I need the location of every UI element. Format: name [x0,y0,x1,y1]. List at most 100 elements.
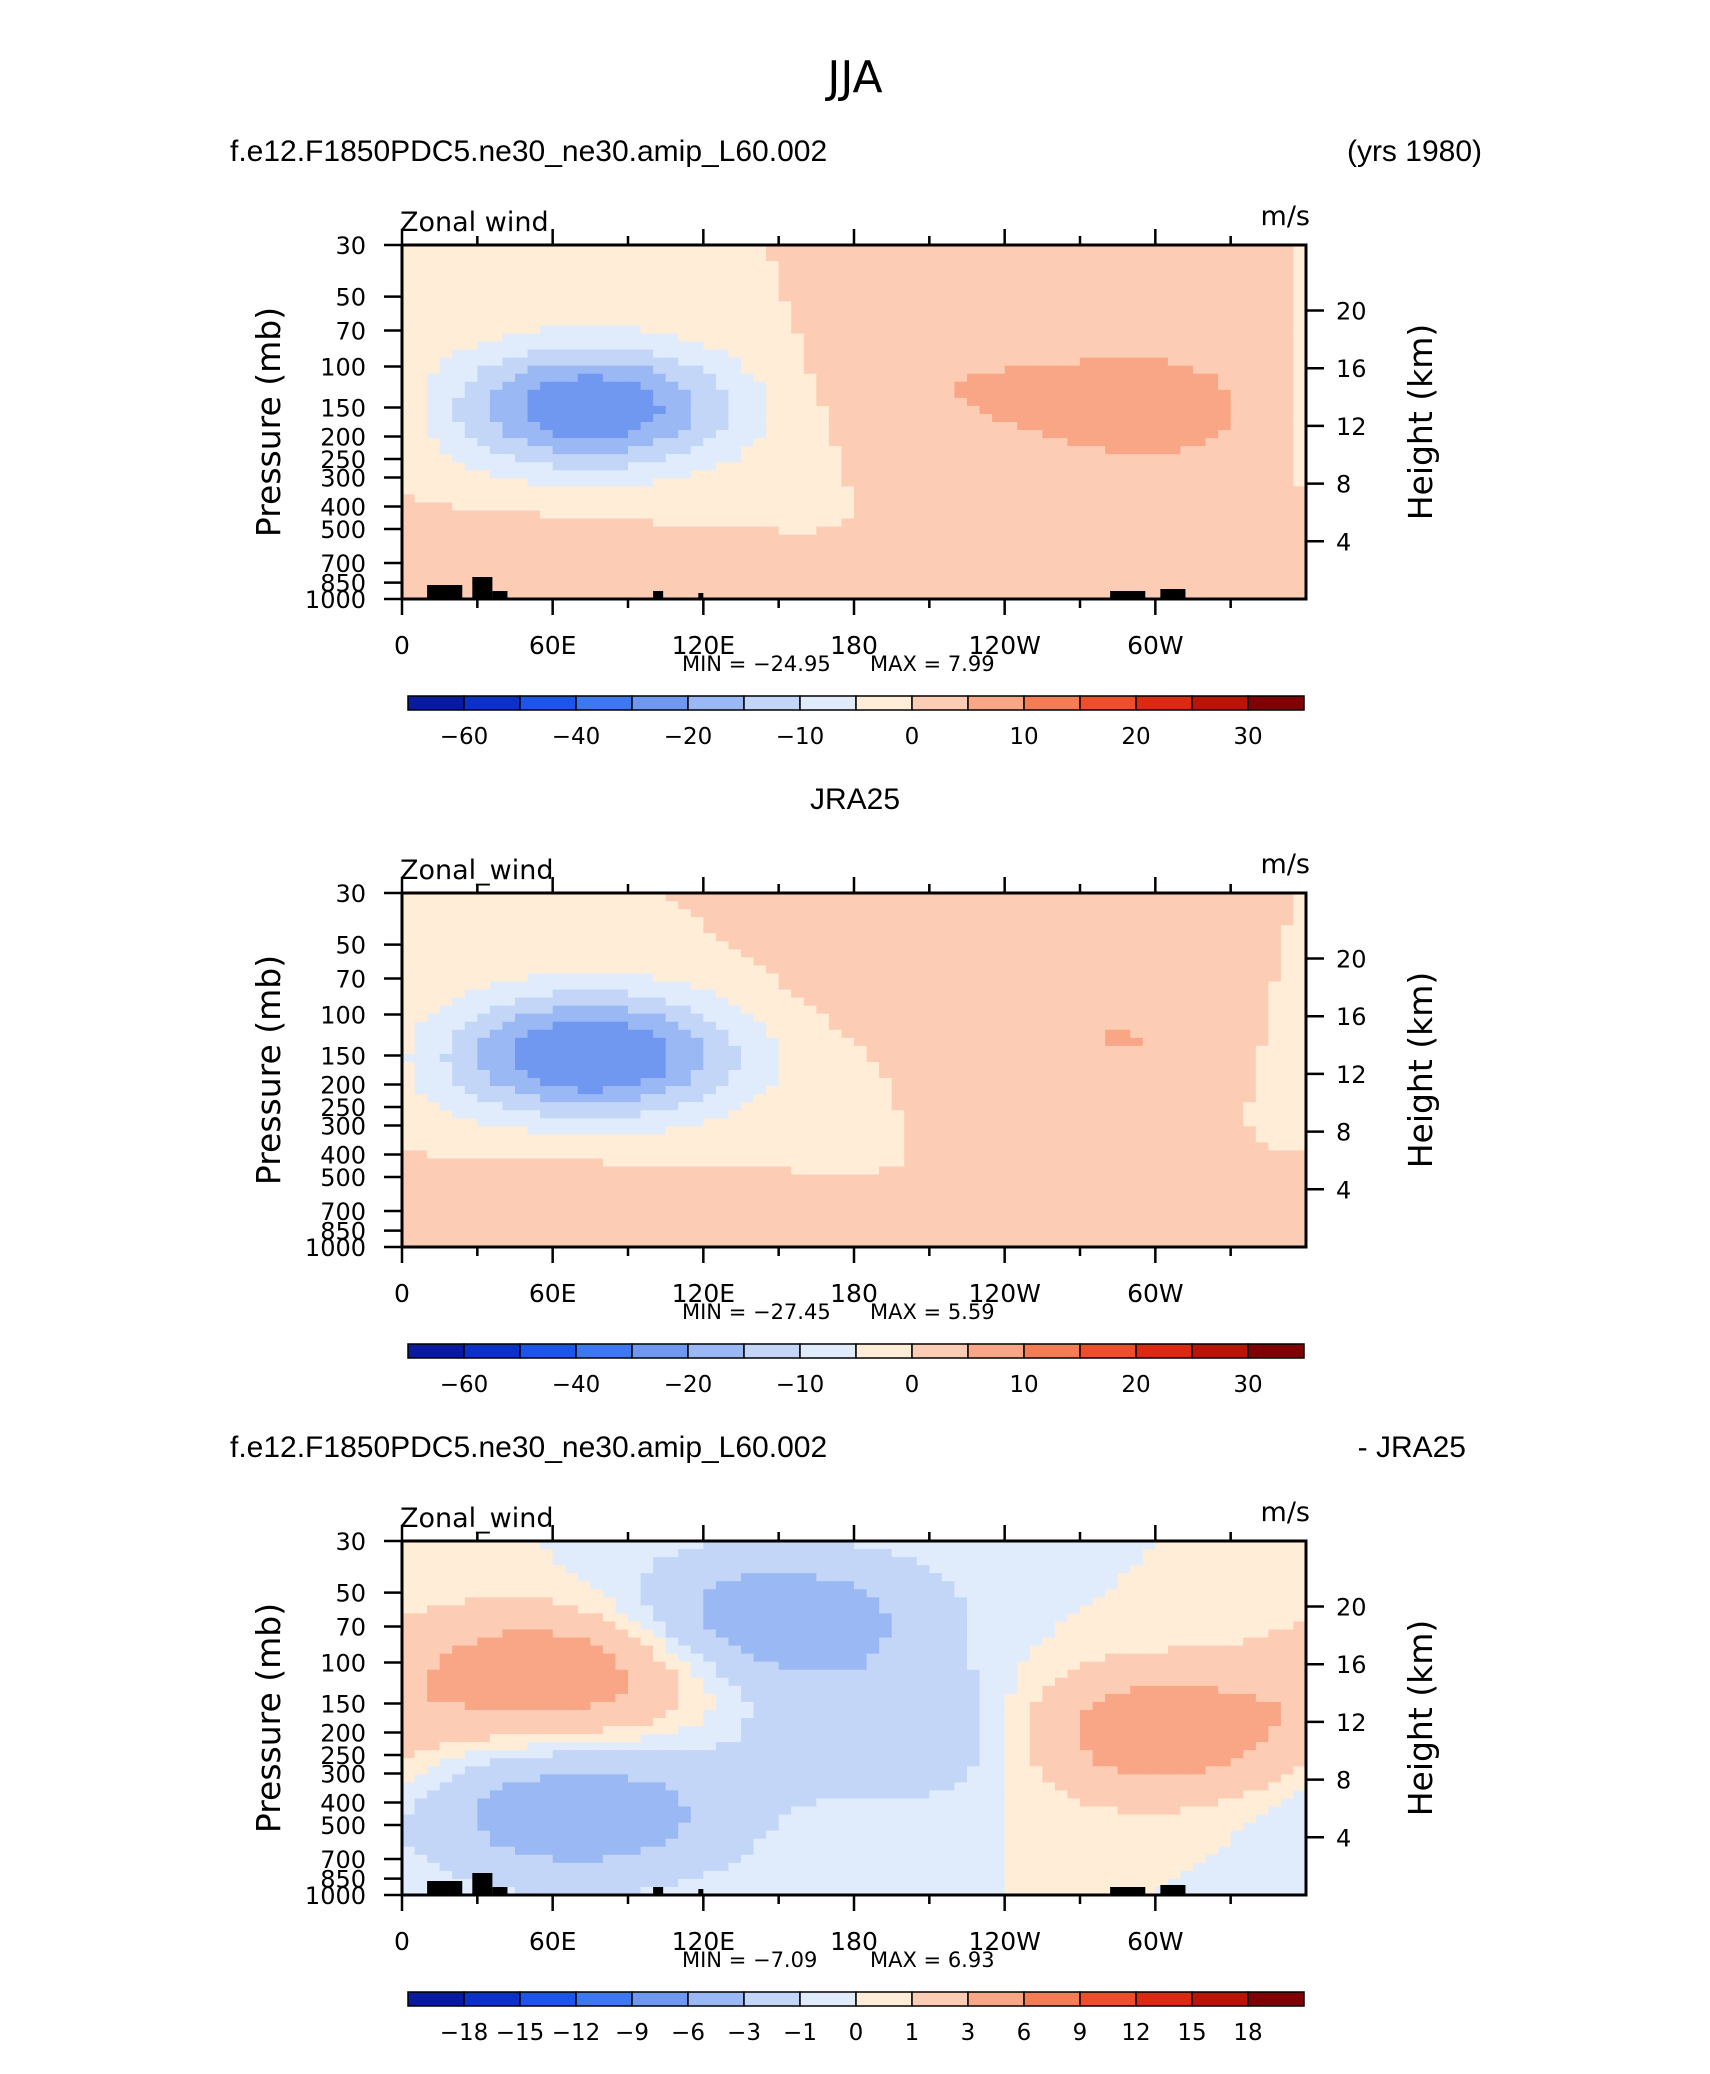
heatmap-cell [715,454,730,463]
heatmap-cell [979,446,993,455]
heatmap-cell [1117,1053,1131,1063]
heatmap-cell [1029,542,1043,552]
heatmap-cell [653,269,667,278]
heatmap-cell [816,470,830,479]
heatmap-cell [816,518,830,528]
heatmap-cell [1067,405,1081,415]
heatmap-cell [1230,454,1244,463]
heatmap-cell [1017,510,1031,520]
heatmap-cell [464,917,478,926]
heatmap-cell [753,349,767,359]
heatmap-cell [1029,893,1043,902]
heatmap-cell [904,349,918,359]
heatmap-cell [1092,909,1106,918]
heatmap-cell [540,301,554,310]
heatmap-cell [439,542,453,552]
heatmap-cell [552,494,566,504]
heatmap-cell [1117,965,1131,975]
heatmap-cell [427,949,441,958]
heatmap-cell [1280,582,1295,592]
heatmap-cell [979,542,993,552]
heatmap-cell [766,446,780,455]
heatmap-cell [766,261,780,270]
heatmap-cell [552,373,566,383]
heatmap-cell [1117,973,1131,983]
heatmap-cell [552,261,566,270]
heatmap-cell [502,1037,516,1047]
heatmap-cell [665,566,679,576]
heatmap-cell [1230,397,1244,407]
heatmap-cell [904,997,918,1007]
heatmap-cell [1205,1013,1219,1023]
heatmap-cell [1042,446,1056,455]
heatmap-cell [929,325,943,335]
heatmap-cell [489,542,504,552]
heatmap-cell [1067,261,1081,270]
heatmap-cell [653,309,667,319]
heatmap-cell [791,454,805,463]
heatmap-cell [540,502,554,512]
heatmap-cell [1155,446,1169,455]
heatmap-cell [828,277,843,286]
heatmap-cell [1293,438,1307,447]
heatmap-cell [904,365,918,375]
heatmap-cell [414,413,428,423]
heatmap-cell [489,486,504,496]
heatmap-cell [715,1070,730,1079]
heatmap-cell [577,558,591,568]
heatmap-cell [967,1005,981,1015]
heatmap-cell [427,1021,441,1031]
heatmap-cell [1080,365,1094,375]
heatmap-cell [1092,558,1106,568]
heatmap-cell [414,285,428,294]
heatmap-cell [1293,1045,1307,1055]
heatmap-cell [929,245,943,254]
heatmap-cell [941,909,956,918]
heatmap-cell [615,965,629,975]
heatmap-cell [678,1037,692,1047]
heatmap-cell [1080,957,1094,967]
heatmap-cell [803,582,817,592]
heatmap-cell [766,542,780,552]
heatmap-cell [1054,997,1069,1007]
heatmap-cell [1080,941,1094,950]
heatmap-cell [803,502,817,512]
heatmap-cell [854,301,868,310]
heatmap-cell [1167,510,1182,520]
heatmap-cell [1230,373,1244,383]
heatmap-cell [464,502,478,512]
heatmap-cell [414,1061,428,1071]
heatmap-cell [891,1021,905,1031]
heatmap-cell [1117,470,1131,479]
heatmap-cell [741,341,755,351]
heatmap-cell [741,430,755,439]
heatmap-cell [565,973,579,983]
heatmap-cell [791,981,805,991]
heatmap-cell [992,901,1006,910]
heatmap-cell [728,253,742,262]
heatmap-cell [690,357,704,367]
heatmap-cell [577,422,591,431]
heatmap-cell [1067,566,1081,576]
heatmap-cell [778,901,792,910]
heatmap-cell [414,510,428,520]
heatmap-cell [565,301,579,310]
heatmap-cell [967,1037,981,1047]
heatmap-cell [715,590,730,600]
heatmap-cell [992,301,1006,310]
heatmap-cell [941,1021,956,1031]
heatmap-cell [502,454,516,463]
heatmap-cell [452,941,466,950]
heatmap-cell [916,1037,930,1047]
heatmap-cell [766,486,780,496]
heatmap-cell [602,542,617,552]
heatmap-cell [778,1037,792,1047]
x-tick-label: 120E [672,631,736,660]
heatmap-cell [854,526,868,536]
heatmap-cell [515,502,529,512]
heatmap-cell [766,285,780,294]
heatmap-cell [1280,333,1295,343]
heatmap-cell [565,269,579,278]
heatmap-cell [1054,510,1069,520]
heatmap-cell [916,542,930,552]
